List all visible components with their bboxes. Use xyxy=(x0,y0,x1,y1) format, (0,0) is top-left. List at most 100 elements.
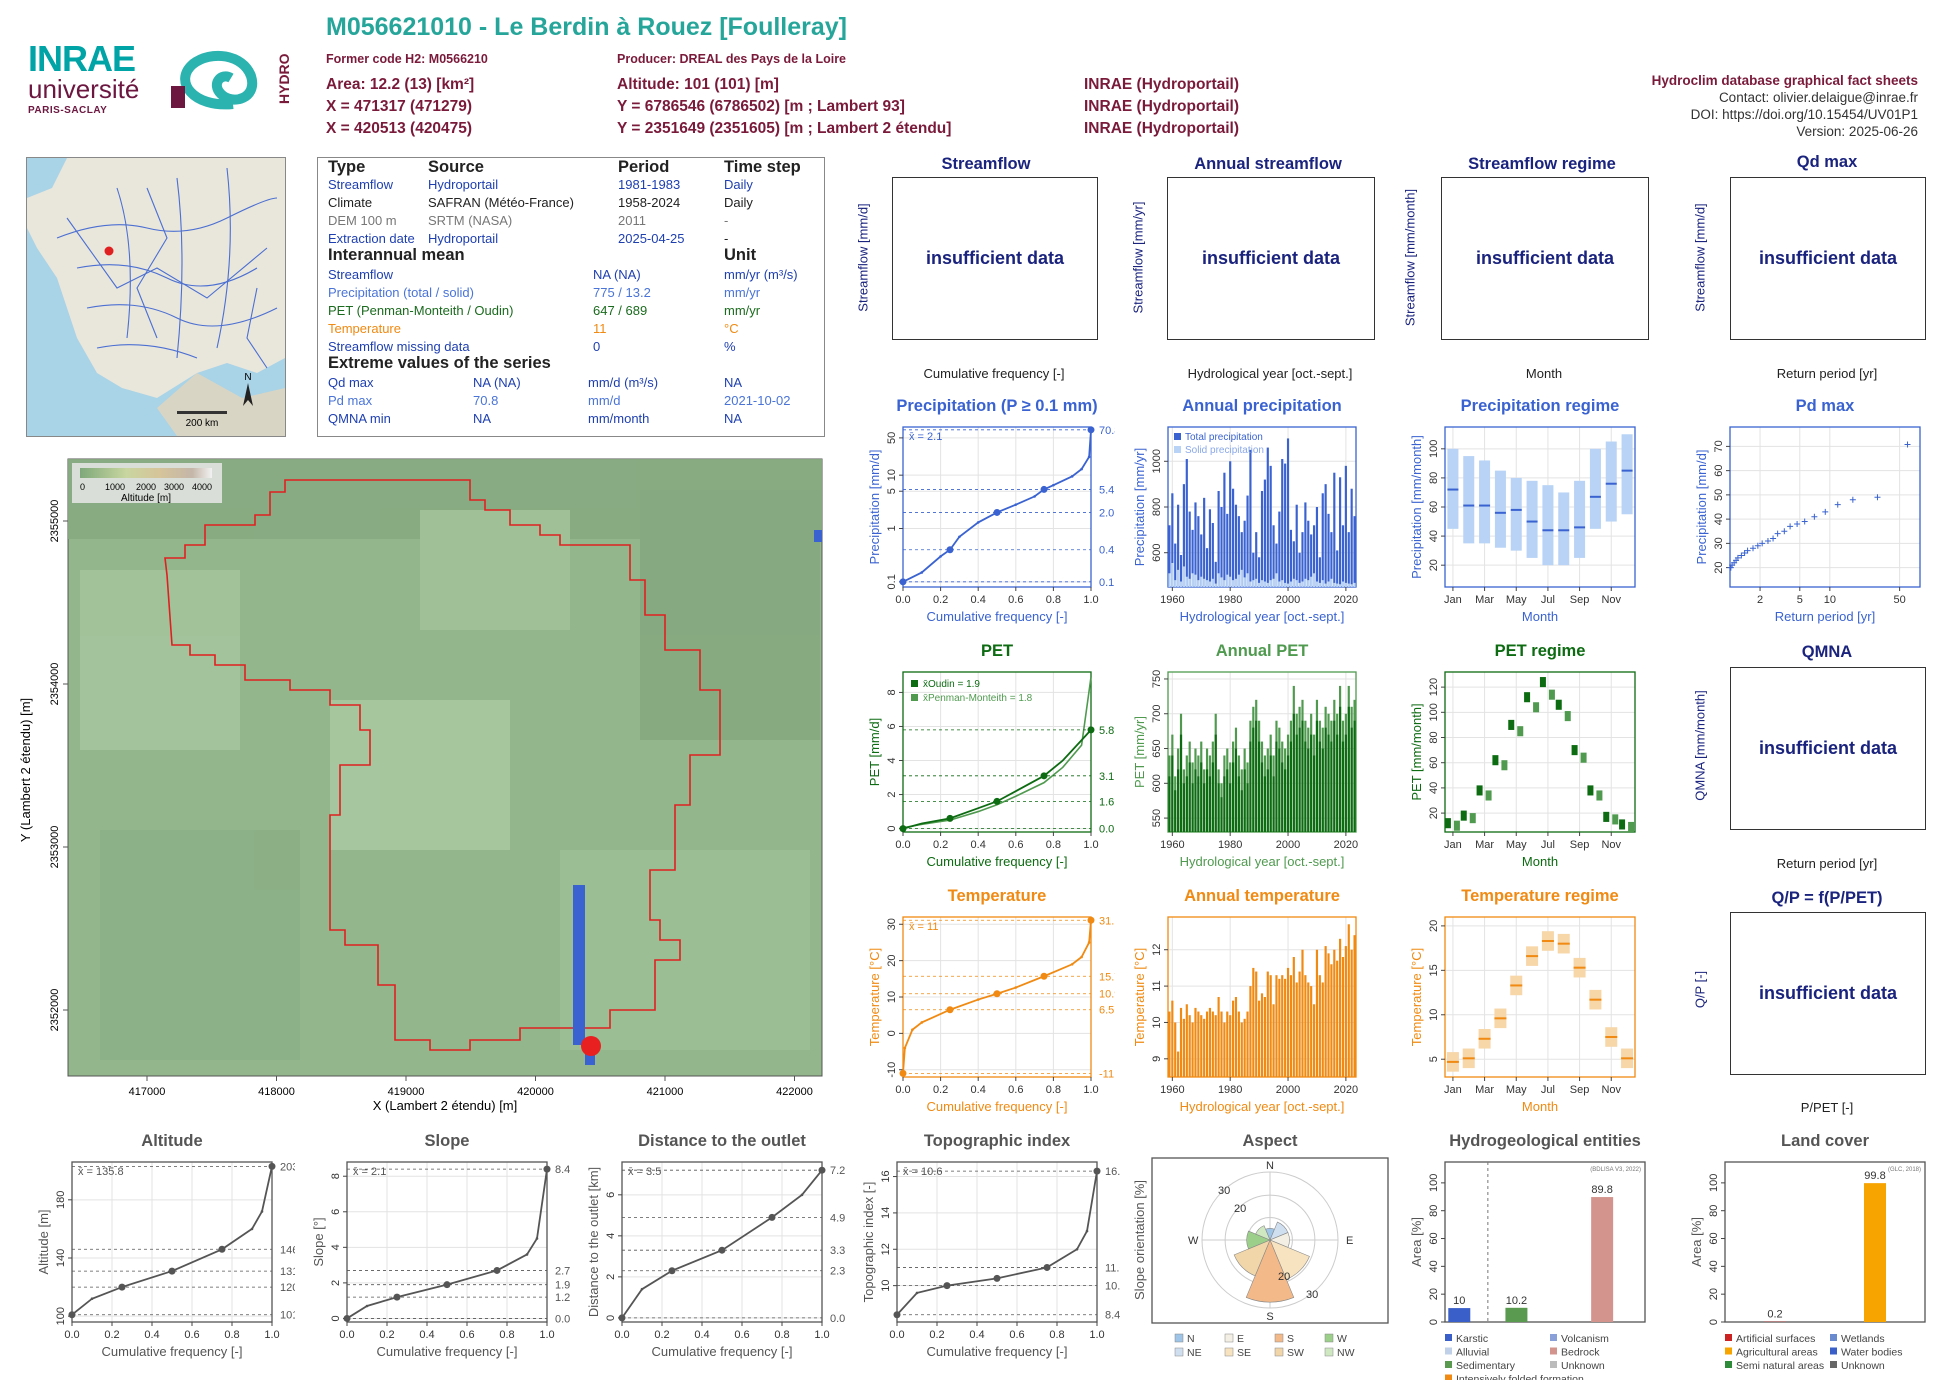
solid-precip-bar xyxy=(1341,581,1345,587)
mean-precip-unit: mm/yr xyxy=(724,285,761,300)
legend-label: Karstic xyxy=(1456,1333,1488,1345)
y-axis-label: Temperature [°C] xyxy=(867,948,882,1046)
legend-label: Semi natural areas xyxy=(1736,1360,1824,1372)
regime-box xyxy=(1558,492,1570,566)
right-tick-label: 15.7 xyxy=(1099,971,1115,983)
y-axis-label: Precipitation [mm/d] xyxy=(1694,450,1709,565)
rose-legend-label: E xyxy=(1237,1333,1244,1345)
mean-temp-unit: °C xyxy=(724,321,739,336)
cdf-point xyxy=(1080,955,1083,959)
legend-total: Total precipitation xyxy=(1185,432,1263,443)
solid-precip-bar xyxy=(1281,580,1284,587)
y-axis-label: Topographic index [-] xyxy=(861,1182,876,1303)
x-axis-label: Hydrological year [oct.-sept.] xyxy=(1180,1099,1345,1114)
annual-bar xyxy=(1194,502,1197,587)
legend-swatch xyxy=(1830,1334,1837,1341)
ytick-label: 20 xyxy=(1428,807,1440,819)
x-axis-label: Cumulative frequency [-] xyxy=(377,1344,518,1359)
annual-bar xyxy=(1211,1011,1214,1077)
ext-pd-date: 2021-10-02 xyxy=(724,393,791,408)
dem-map: 0 1000 2000 3000 4000 Altitude [m] 41700… xyxy=(18,458,823,1113)
legend-swatch xyxy=(1725,1361,1732,1368)
solid-precip-bar xyxy=(1347,583,1350,587)
annual-bar xyxy=(1252,967,1255,1077)
solid-precip-bar xyxy=(1286,583,1290,587)
solid-precip-bar xyxy=(1339,584,1342,587)
solid-precip-bar xyxy=(1182,566,1185,587)
xtick-label: Mar xyxy=(1475,839,1494,851)
streamflow-xlabel: Cumulative frequency [-] xyxy=(923,366,1065,381)
qmna-title: QMNA xyxy=(1801,643,1853,661)
area-line: Area: 12.2 (13) [km²] xyxy=(326,76,475,93)
dem-xtick-label: 417000 xyxy=(129,1086,166,1098)
contact-email[interactable]: Contact: olivier.delaigue@inrae.fr xyxy=(1718,90,1918,105)
ytick-label: 4 xyxy=(605,1233,617,1239)
annual-bar-overlay xyxy=(1292,713,1295,832)
ytick-label: 50 xyxy=(886,432,898,444)
xtick-label: 0.6 xyxy=(1008,1084,1023,1096)
right-tick-label: 7.2 xyxy=(830,1165,845,1177)
y-axis-label: Altitude [m] xyxy=(36,1209,51,1274)
legend-title: Altitude [m] xyxy=(121,493,171,504)
annual-bar xyxy=(1321,982,1324,1077)
y-axis-label: Precipitation [mm/yr] xyxy=(1132,448,1147,566)
location-map: 200 km N xyxy=(26,157,286,437)
annual-bar xyxy=(1327,953,1330,1077)
annual-bar xyxy=(1237,516,1240,587)
solid-precip-bar xyxy=(1353,582,1356,587)
regime-box xyxy=(1589,448,1601,529)
former-code: Former code H2: M0566210 xyxy=(326,52,488,66)
paris-saclay-text: PARIS-SACLAY xyxy=(28,105,108,116)
annual-bar-overlay xyxy=(1177,769,1180,832)
annual-bar-overlay xyxy=(1231,762,1235,832)
inrae-logo: INRAE université PARIS-SACLAY xyxy=(28,38,139,116)
pm-box xyxy=(1596,790,1603,801)
legend-swatch xyxy=(1725,1334,1732,1341)
right-tick-label: 101 xyxy=(280,1310,295,1322)
legend-tick-2000: 2000 xyxy=(136,482,156,492)
qmna-ylabel: QMNA [mm/month] xyxy=(1692,690,1708,801)
solid-precip-bar xyxy=(1249,581,1252,587)
pd-max-point xyxy=(1822,508,1829,515)
annual-bar-overlay xyxy=(1217,783,1220,832)
x-axis-label: Month xyxy=(1522,609,1558,624)
station-marker xyxy=(104,246,114,256)
source-2: INRAE (Hydroportail) xyxy=(1084,98,1239,115)
rose-ring-label: 20 xyxy=(1278,1271,1290,1283)
cdf-line xyxy=(896,1170,1098,1316)
y-axis-label: Precipitation [mm/month] xyxy=(1409,435,1424,579)
cdf-point xyxy=(920,571,924,574)
ytick-label: 800 xyxy=(1151,498,1163,516)
ytick-label: 30 xyxy=(1713,537,1725,549)
ytick-label: 80 xyxy=(1428,1205,1440,1217)
right-tick-label: 6.5 xyxy=(1099,1005,1114,1017)
xtick-label: 0.8 xyxy=(774,1329,789,1341)
pm-box xyxy=(1548,689,1555,700)
legend-swatch xyxy=(1550,1334,1557,1341)
row-climate-source: SAFRAN (Météo-France) xyxy=(428,195,574,210)
quantile-point xyxy=(1087,426,1095,434)
annual-bar-overlay xyxy=(1200,762,1203,832)
xtick-label: 2020 xyxy=(1334,594,1358,606)
ytick-label: 600 xyxy=(1151,544,1163,562)
annual-bar-overlay xyxy=(1284,769,1287,832)
xtick-label: 0.6 xyxy=(1009,1329,1024,1341)
xtick-label: 0.4 xyxy=(971,839,986,851)
ytick-label: 100 xyxy=(1708,1174,1720,1192)
annual-bar xyxy=(1246,495,1249,587)
rose-ring-label: 30 xyxy=(1218,1185,1230,1197)
xtick-label: 2020 xyxy=(1334,839,1358,851)
xtick-label: 0.4 xyxy=(694,1329,709,1341)
xtick-label: 0.2 xyxy=(933,839,948,851)
hydro-logo-icon xyxy=(171,51,258,110)
row-climate-type: Climate xyxy=(328,195,373,210)
pd-max-chart: 2 5 10 50 20 30 40 50 60 70 Pd max Return period [y… xyxy=(1694,397,1921,624)
legend-label: Wetlands xyxy=(1841,1333,1885,1345)
ytick-label: 2 xyxy=(605,1274,617,1280)
legend-tick-0: 0 xyxy=(80,482,85,492)
ytick-label: 40 xyxy=(1428,782,1440,794)
annual-bar xyxy=(1249,986,1252,1077)
annual-bar xyxy=(1344,946,1347,1077)
ytick-label: 14 xyxy=(880,1207,892,1219)
doi-link[interactable]: DOI: https://doi.org/10.15454/UV01P1 xyxy=(1690,107,1918,122)
